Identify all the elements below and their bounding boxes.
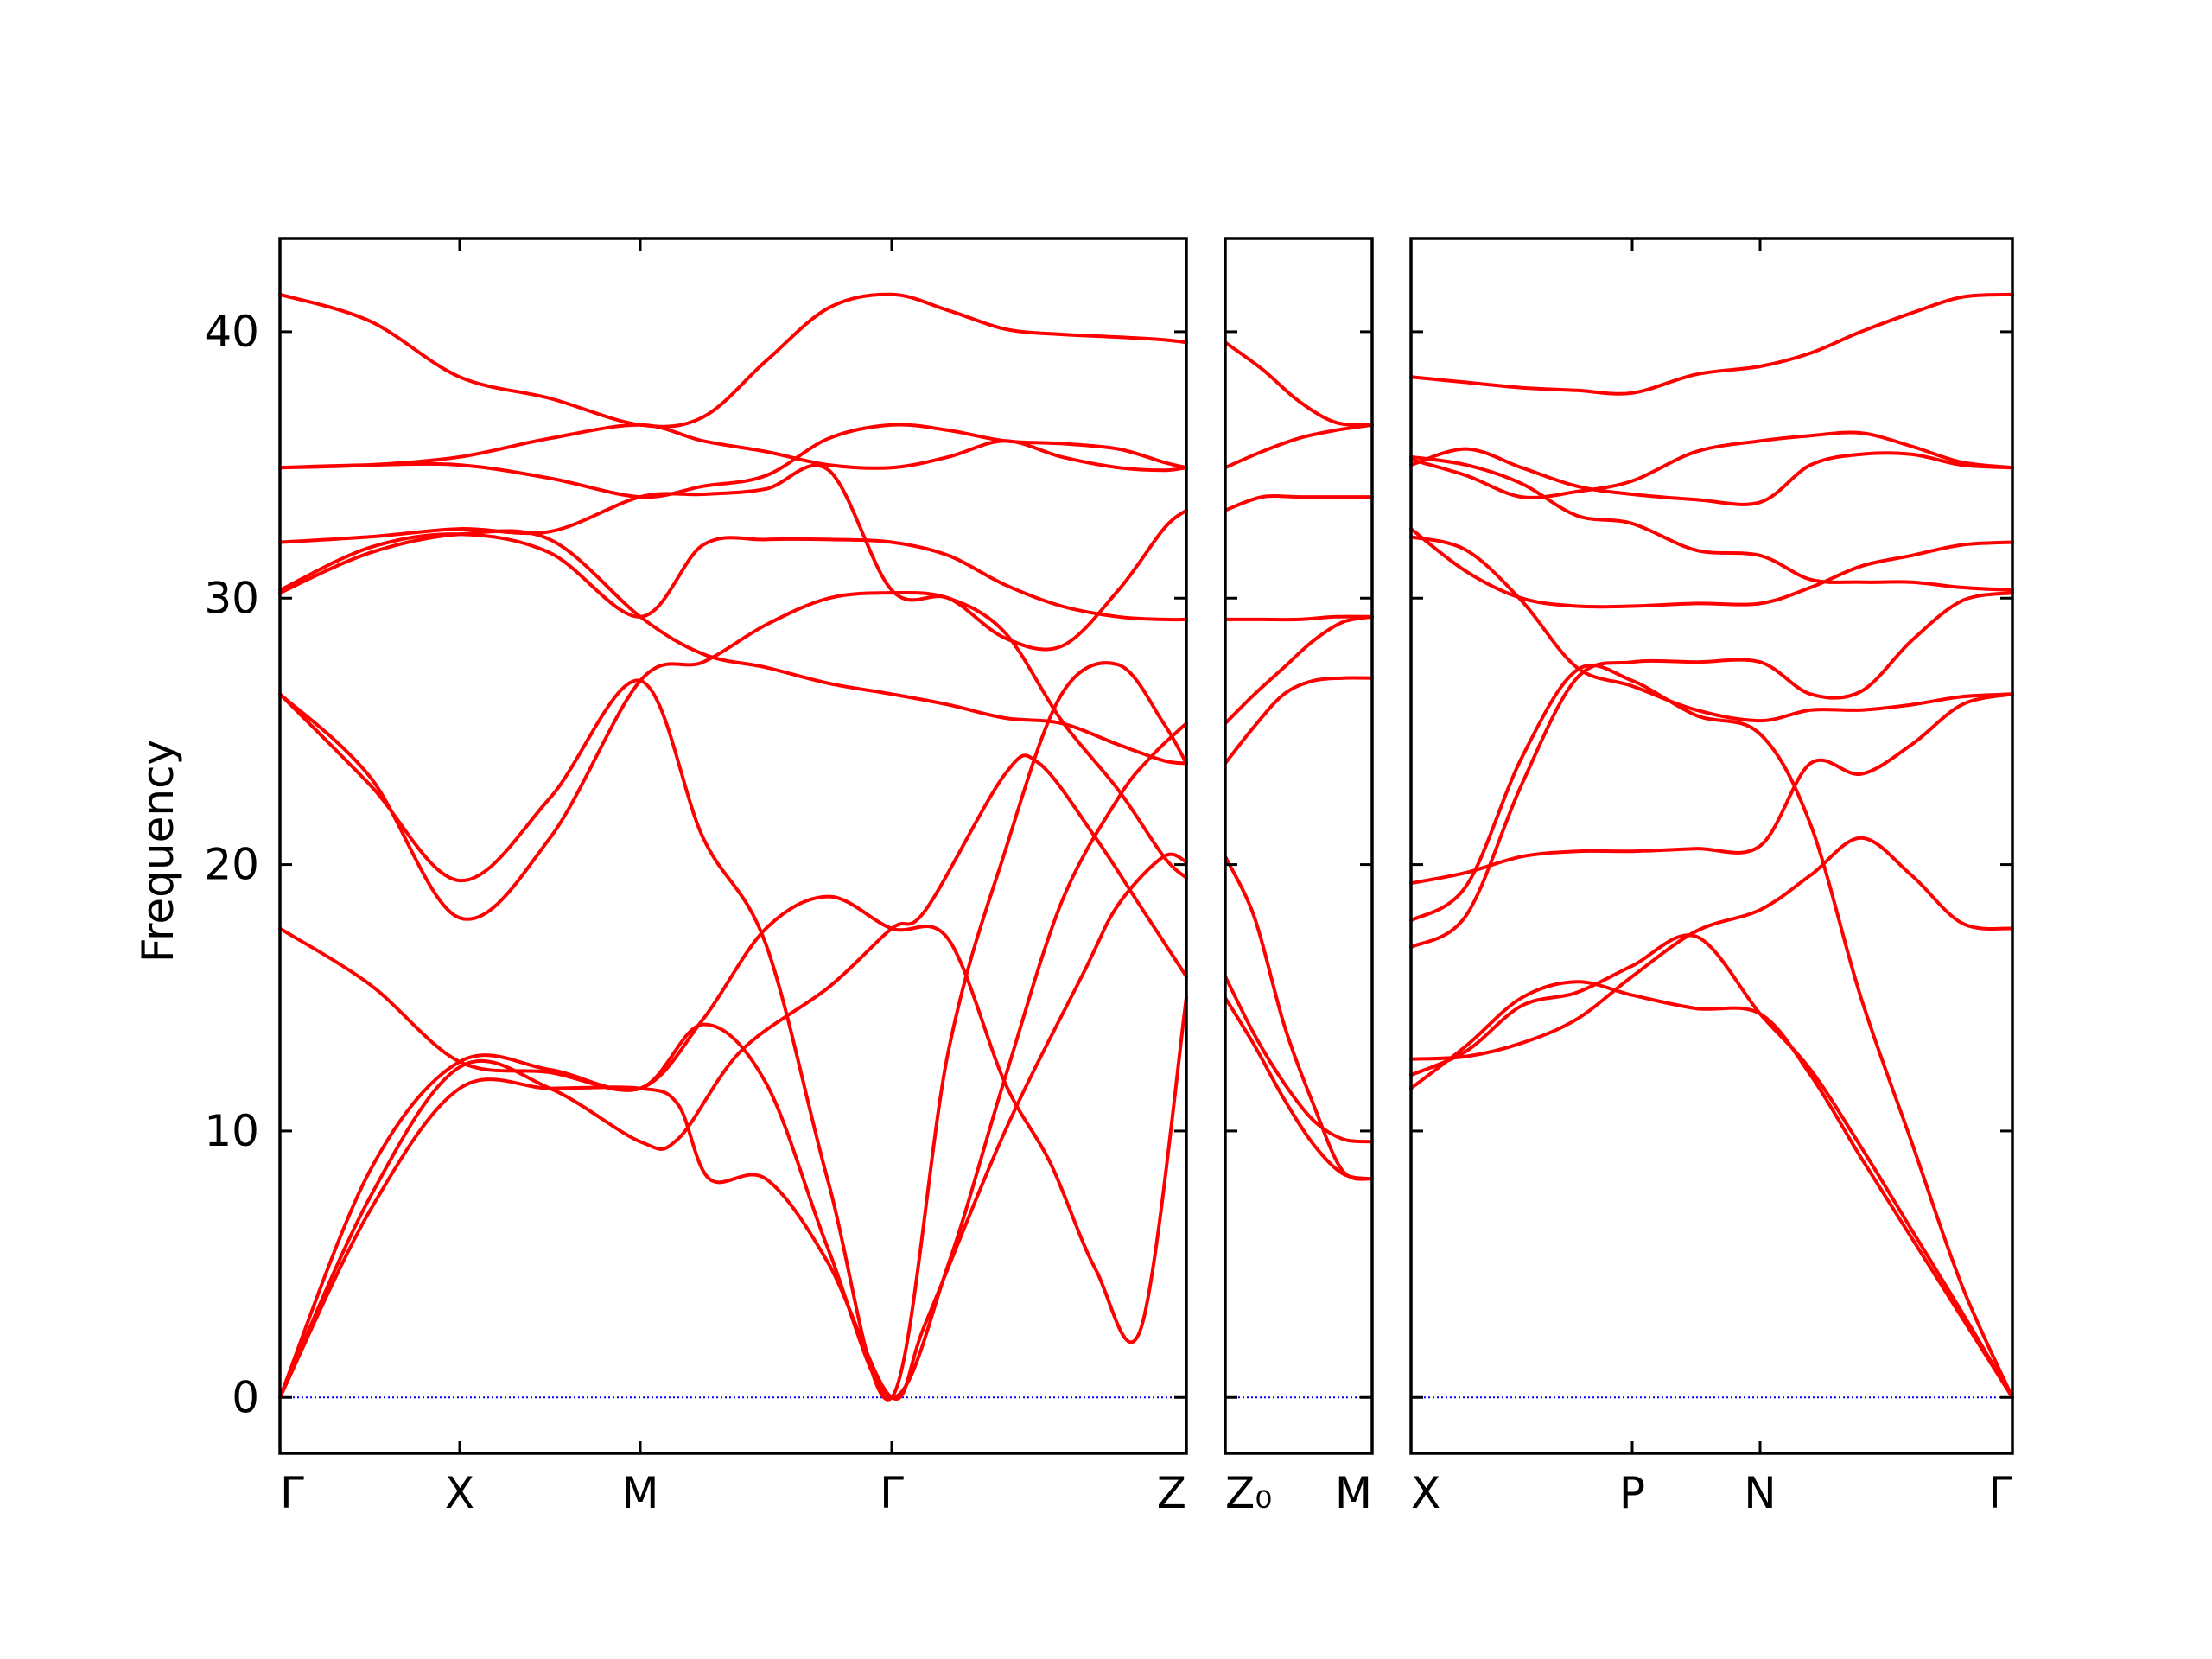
phonon-band-2-3 — [1224, 995, 1374, 1181]
phonon-band-3-6 — [1409, 692, 2014, 886]
phonon-band-1-9 — [278, 463, 1188, 652]
y-tick-label: 0 — [232, 1372, 259, 1422]
y-tick-label: 30 — [204, 573, 259, 623]
x-tick-label: Z — [1157, 1468, 1186, 1518]
x-tick-label: Z₀ — [1225, 1468, 1272, 1518]
phonon-band-1-1 — [278, 852, 1188, 1401]
phonon-band-3-12 — [1409, 292, 2014, 396]
phonon-band-2-8 — [1224, 423, 1374, 470]
phonon-band-2-7 — [1224, 493, 1374, 512]
phonon-band-2-2 — [1224, 975, 1374, 1144]
x-tick-label: Γ — [280, 1468, 304, 1518]
phonon-band-1-3 — [278, 894, 1188, 1400]
y-axis-label: Frequency — [133, 740, 183, 963]
phonon-band-1-2 — [278, 753, 1188, 1400]
phonon-band-1-7 — [278, 529, 1188, 766]
phonon-band-1-5 — [278, 661, 1188, 1402]
y-tick-label: 20 — [204, 840, 259, 890]
x-tick-label: N — [1744, 1468, 1776, 1518]
phonon-band-3-3 — [1409, 836, 2014, 1061]
phonon-band-3-11 — [1409, 430, 2014, 499]
phonon-band-1-4 — [278, 721, 1188, 1400]
x-tick-label: X — [1411, 1468, 1440, 1518]
phonon-band-3-9 — [1409, 454, 2014, 592]
panel-frame — [278, 237, 1188, 1455]
phonon-band-3-7 — [1409, 535, 2014, 723]
x-tick-label: Γ — [1988, 1468, 2012, 1518]
x-tick-label: Γ — [880, 1468, 904, 1518]
phonon-band-3-2 — [1409, 933, 2014, 1400]
phonon-band-1-11 — [278, 423, 1188, 499]
phonon-band-2-9 — [1224, 340, 1374, 427]
phonon-band-2-4 — [1224, 614, 1374, 726]
phonon-band-3-1 — [1409, 980, 2014, 1400]
phonon-band-3-5 — [1409, 664, 2014, 1400]
phonon-band-1-10 — [278, 423, 1188, 473]
phonon-band-1-12 — [278, 292, 1188, 429]
phonon-band-3-8 — [1409, 527, 2014, 609]
panel-frame — [1224, 237, 1374, 1455]
band-panel-2: Z₀ M — [1224, 237, 1374, 1518]
phonon-band-1-6 — [278, 590, 1188, 921]
phonon-band-3-4 — [1409, 591, 2014, 950]
panel-frame — [1409, 237, 2014, 1455]
phonon-band-2-6 — [1224, 614, 1374, 622]
y-tick-label: 40 — [204, 307, 259, 357]
phonon-band-3-10 — [1409, 447, 2014, 506]
x-tick-label: M — [621, 1468, 658, 1518]
x-tick-label: X — [445, 1468, 474, 1518]
phonon-band-2-5 — [1224, 676, 1374, 766]
phonon-band-2-1 — [1224, 855, 1374, 1181]
y-tick-label: 10 — [204, 1106, 259, 1156]
x-tick-label: M — [1335, 1468, 1372, 1518]
x-tick-label: P — [1619, 1468, 1645, 1518]
phonon-band-1-8 — [278, 532, 1188, 622]
